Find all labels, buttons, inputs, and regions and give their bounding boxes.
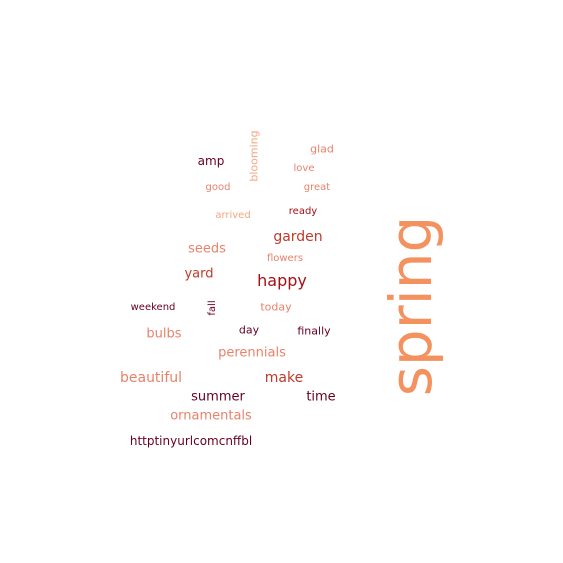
word-perennials: perennials xyxy=(218,345,286,361)
word-arrived: arrived xyxy=(215,210,251,221)
word-summer: summer xyxy=(191,389,245,405)
word-day: day xyxy=(238,323,260,337)
word-today: today xyxy=(260,300,292,314)
word-fall: fall xyxy=(207,300,218,316)
word-yard: yard xyxy=(184,266,214,282)
word-time: time xyxy=(306,389,336,405)
word-happy: happy xyxy=(257,271,307,290)
word-garden: garden xyxy=(273,229,323,245)
word-httptinyurlcomcnffbl: httptinyurlcomcnffbl xyxy=(129,434,253,448)
word-great: great xyxy=(303,182,331,193)
word-amp: amp xyxy=(197,154,225,168)
word-make: make xyxy=(264,370,304,386)
word-ornamentals: ornamentals xyxy=(170,408,252,424)
word-spring: spring xyxy=(377,215,445,397)
word-love: love xyxy=(293,163,315,174)
word-seeds: seeds xyxy=(188,241,226,257)
word-finally: finally xyxy=(297,324,331,338)
word-bulbs: bulbs xyxy=(146,326,182,342)
word-blooming: blooming xyxy=(247,130,261,182)
word-beautiful: beautiful xyxy=(119,370,183,386)
word-glad: glad xyxy=(310,142,334,156)
word-flowers: flowers xyxy=(266,253,304,264)
word-weekend: weekend xyxy=(130,302,176,313)
word-good: good xyxy=(205,182,231,193)
word-ready: ready xyxy=(288,206,318,217)
